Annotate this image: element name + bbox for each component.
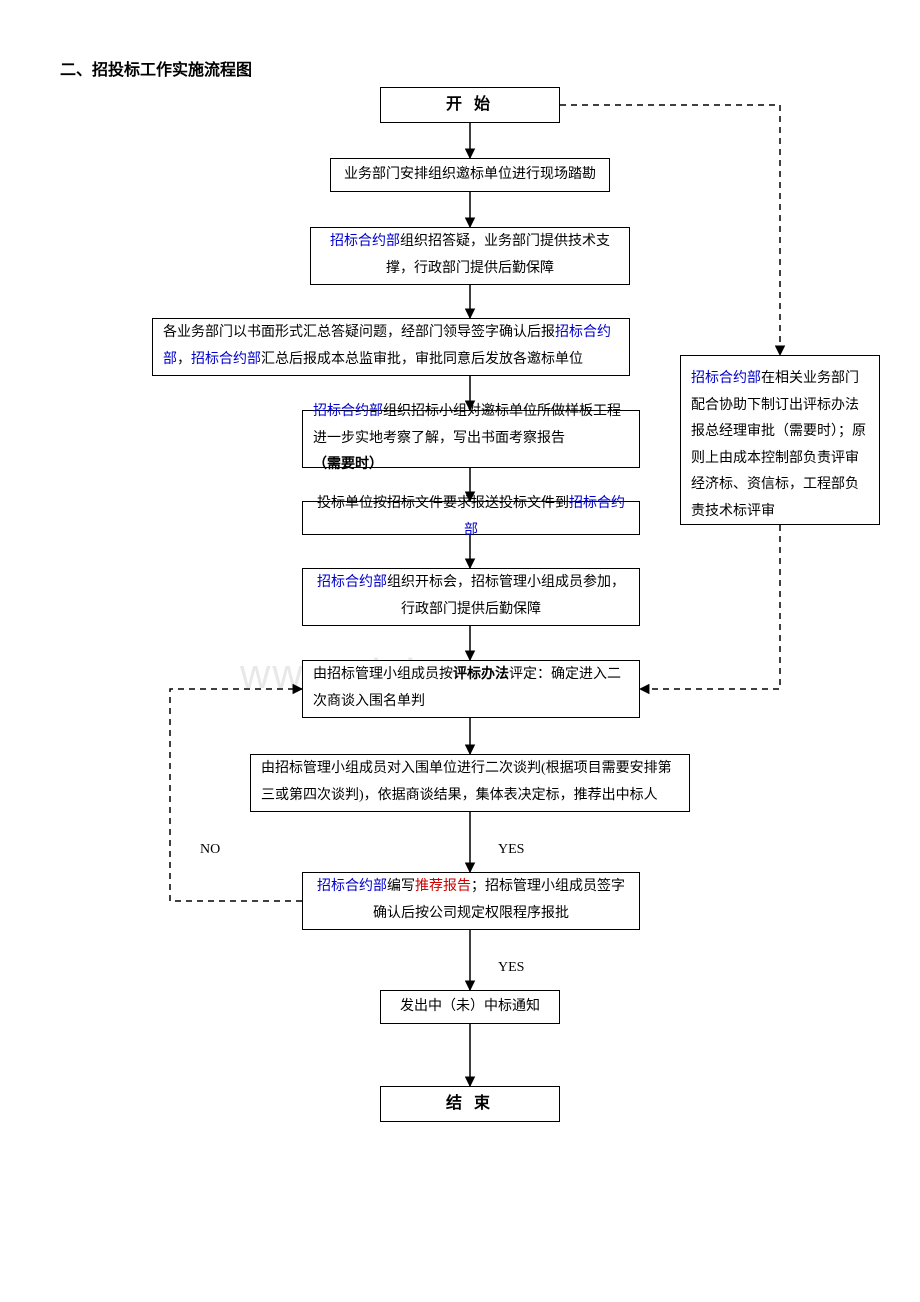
n5-p0: 投标单位按招标文件要求报送投标文件到 [317,496,569,511]
n9-p0: 招标合约部 [317,879,387,894]
node-n9: 招标合约部编写推荐报告；招标管理小组成员签字确认后按公司规定权限程序报批 [302,872,640,930]
n3-p0: 各业务部门以书面形式汇总答疑问题，经部门领导签字确认后报 [163,325,555,340]
node-n1: 业务部门安排组织邀标单位进行现场踏勘 [330,158,610,192]
node-n4: 招标合约部组织招标小组对邀标单位所做样板工程进一步实地考察了解，写出书面考察报告… [302,410,640,468]
n3-p3: 招标合约部 [191,352,261,367]
page: 二、招投标工作实施流程图 www.zixin.com.cn 开 始 业务部门安排… [0,0,920,1302]
n7-p1: 评标办法 [453,667,509,682]
node-n7: 由招标管理小组成员按评标办法评定：确定进入二次商谈入围名单判 [302,660,640,718]
n4-p0: 招标合约部 [313,404,383,419]
node-n8: 由招标管理小组成员对入围单位进行二次谈判(根据项目需要安排第三或第四次谈判)，依… [250,754,690,812]
node-n2: 招标合约部组织招答疑，业务部门提供技术支撑，行政部门提供后勤保障 [310,227,630,285]
node-n3: 各业务部门以书面形式汇总答疑问题，经部门领导签字确认后报招标合约部，招标合约部汇… [152,318,630,376]
n2-p1: 组织招答疑，业务部门提供技术支撑，行政部门提供后勤保障 [386,234,610,276]
n9-p2: 推荐报告 [415,879,471,894]
n4-p2: （需要时） [313,457,383,472]
n7-p0: 由招标管理小组成员按 [313,667,453,682]
page-title: 二、招投标工作实施流程图 [60,56,252,80]
side-p1: 在相关业务部门配合协助下制订出评标办法报总经理审批（需要时）；原则上由成本控制部… [691,371,866,519]
side-p0: 招标合约部 [691,371,761,386]
label-yes2: YES [498,960,524,976]
n6-p1: 组织开标会，招标管理小组成员参加，行政部门提供后勤保障 [387,575,625,617]
n9-p1: 编写 [387,879,415,894]
n10-p0: 发出中（未）中标通知 [400,994,540,1021]
n6-p0: 招标合约部 [317,575,387,590]
n2-p0: 招标合约部 [330,234,400,249]
side-box: 招标合约部在相关业务部门配合协助下制订出评标办法报总经理审批（需要时）；原则上由… [680,355,880,525]
n3-p2: ， [177,352,191,367]
n3-p4: 汇总后报成本总监审批，审批同意后发放各邀标单位 [261,352,583,367]
node-n5: 投标单位按招标文件要求报送投标文件到招标合约部 [302,501,640,535]
n1-text: 业务部门安排组织邀标单位进行现场踏勘 [344,162,596,189]
node-n10: 发出中（未）中标通知 [380,990,560,1024]
label-no: NO [200,842,220,858]
n8-p0: 由招标管理小组成员对入围单位进行二次谈判(根据项目需要安排第三或第四次谈判)，依… [261,756,679,809]
label-yes1: YES [498,842,524,858]
node-end: 结 束 [380,1086,560,1122]
node-start: 开 始 [380,87,560,123]
node-n6: 招标合约部组织开标会，招标管理小组成员参加，行政部门提供后勤保障 [302,568,640,626]
